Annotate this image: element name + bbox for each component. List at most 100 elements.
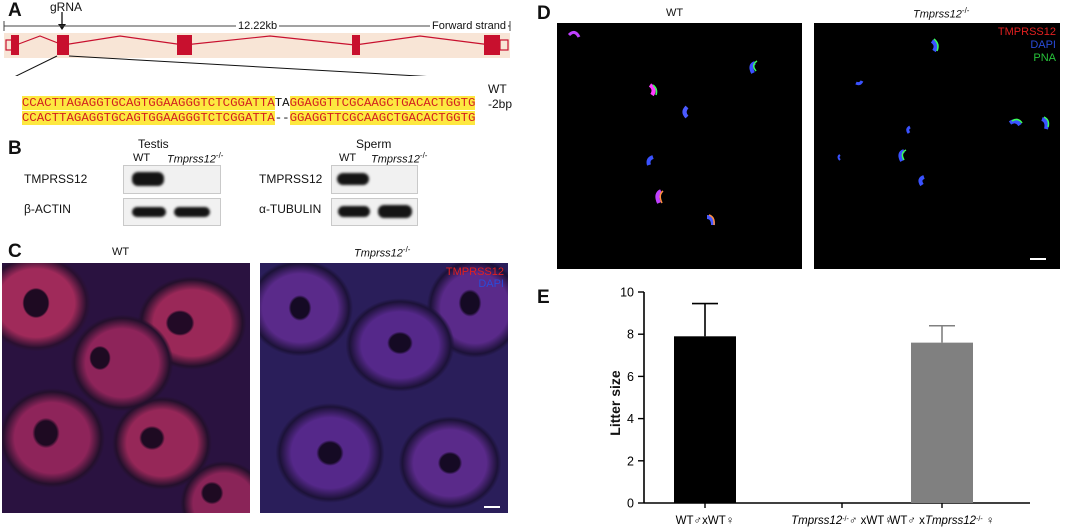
panel-d-ko-sup: -/- <box>961 6 970 15</box>
y-tick-label: 2 <box>627 454 634 468</box>
sperm-cell <box>646 155 654 166</box>
sperm-wt-image <box>557 23 802 269</box>
sperm-cell <box>682 105 689 119</box>
panel-d-legend-blue: DAPI <box>1030 39 1056 51</box>
testis-row2-label: β-ACTIN <box>24 202 71 216</box>
exon-1 <box>11 35 19 55</box>
panel-c-ko-name: Tmprss12 <box>354 247 403 260</box>
x-tick-label-part: -/- <box>842 516 849 523</box>
bar <box>674 336 736 503</box>
y-tick-label: 6 <box>627 370 634 384</box>
panel-label-a: A <box>8 0 22 21</box>
testis-loading-band-wt <box>132 207 166 217</box>
testis-col-wt: WT <box>133 152 151 164</box>
sperm-cell <box>648 83 656 97</box>
grna-label: gRNA <box>50 0 83 14</box>
sperm-cell <box>753 60 758 72</box>
testis-col-ko: Tmprss12-/- <box>167 151 223 166</box>
testis-loading-band-ko <box>174 207 210 217</box>
sperm-cell <box>933 38 939 52</box>
sperm-cell <box>652 84 658 96</box>
panel-d-ko-name: Tmprss12 <box>913 8 962 21</box>
panel-d-legend-green: PNA <box>1033 52 1056 64</box>
sperm-cell <box>567 30 581 38</box>
testis-col-ko-sup: -/- <box>215 151 224 160</box>
zoom-line-left <box>15 55 58 76</box>
panel-d-wt-title: WT <box>666 7 684 19</box>
sperm-title: Sperm <box>356 137 392 151</box>
strand-label: Forward strand <box>430 20 508 32</box>
testis-band-wt <box>132 172 164 186</box>
sperm-cell <box>659 190 664 204</box>
x-tick-label: WT♂ xTmprss12-/- ♀ <box>889 515 994 527</box>
exon-4 <box>352 35 360 55</box>
sperm-blot-target <box>331 165 418 194</box>
sperm-cell <box>901 149 907 161</box>
sperm-cell <box>1008 119 1022 127</box>
zoom-line-right <box>68 55 427 76</box>
panel-label-c: C <box>8 241 22 262</box>
sperm-row2-label: α-TUBULIN <box>259 202 322 216</box>
sperm-cell <box>1041 117 1049 130</box>
sperm-cell <box>655 189 663 204</box>
panel-d-scale-bar <box>1030 258 1046 260</box>
x-tick-label-part: WT♂ x <box>889 515 925 527</box>
seq-mut-left: CCACTTAGAGGTGCAGTGGAAGGGTCTCGGATTA <box>21 111 275 125</box>
testis-title: Testis <box>138 137 169 151</box>
sperm-cell <box>706 215 715 226</box>
panel-d-ko-title: Tmprss12-/- <box>913 6 969 21</box>
sequence-wt: CCACTTAGAGGTGCAGTGGAAGGGTCTCGGATTATAGGAG… <box>7 82 476 110</box>
x-tick-label-part: -/- <box>976 516 983 523</box>
panel-c-legend-blue: DAPI <box>478 278 504 290</box>
panel-c-ko-title: Tmprss12-/- <box>354 245 410 260</box>
testis-blot-loading <box>123 198 221 226</box>
sperm-cell <box>837 154 841 161</box>
bar <box>911 342 973 503</box>
panel-c-ko-sup: -/- <box>402 245 411 254</box>
y-tick-label: 4 <box>627 412 634 426</box>
sperm-band-wt <box>337 173 369 185</box>
sperm-cell <box>1011 118 1023 124</box>
x-tick-label-part: Tmprss12 <box>791 515 843 527</box>
x-tick-label-part: ♂ xWT♀ <box>849 515 893 527</box>
seq-wt-left: CCACTTAGAGGTGCAGTGGAAGGGTCTCGGATTA <box>21 96 275 110</box>
seq-mut-right: GGAGGTTCGCAAGCTGACACTGGTG <box>289 111 476 125</box>
sperm-col-ko-name: Tmprss12 <box>371 153 420 166</box>
sperm-cell <box>1043 116 1050 128</box>
sperm-row1-label: TMPRSS12 <box>259 172 323 186</box>
y-tick-label: 8 <box>627 328 634 342</box>
testis-row1-label: TMPRSS12 <box>24 172 88 186</box>
sperm-loading-band-ko <box>378 205 412 218</box>
sperm-ko-cells <box>837 38 1050 187</box>
testis-ko-image: TMPRSS12 DAPI <box>260 263 508 513</box>
y-tick-label: 0 <box>627 497 634 511</box>
sperm-ko-image: TMPRSS12 DAPI PNA <box>814 23 1060 269</box>
panel-label-d: D <box>537 3 551 24</box>
sperm-col-wt: WT <box>339 152 357 164</box>
sperm-blot-loading <box>331 198 418 226</box>
x-tick-label: WT♂xWT♀ <box>676 515 735 527</box>
exon-5 <box>484 35 500 55</box>
gene-background <box>4 33 510 58</box>
utr-3-prime <box>499 39 509 51</box>
sperm-cell <box>855 80 864 86</box>
sequence-mutant: CCACTTAGAGGTGCAGTGGAAGGGTCTCGGATTA--GGAG… <box>7 97 476 125</box>
gene-size-label: 12.22kb <box>236 20 280 32</box>
sperm-loading-band-wt <box>338 206 370 217</box>
sperm-col-ko-sup: -/- <box>419 151 428 160</box>
x-tick-label-part: WT♂xWT♀ <box>676 515 735 527</box>
panel-label-b: B <box>8 138 22 159</box>
sperm-wt-cells <box>567 30 758 226</box>
panel-c-legend-red: TMPRSS12 <box>445 266 504 278</box>
x-tick-label-part: Tmprss12 <box>925 515 977 527</box>
exon-2 <box>57 35 69 55</box>
panel-c-scale-bar <box>484 506 500 508</box>
seq-wt-label: WT <box>488 82 507 96</box>
testis-wt-image <box>2 263 250 513</box>
testis-blot-target <box>123 165 221 194</box>
sperm-cell <box>930 39 938 53</box>
seq-wt-deleted: TA <box>274 96 290 110</box>
exon-3 <box>177 35 192 55</box>
gene-structure-diagram <box>3 12 511 76</box>
